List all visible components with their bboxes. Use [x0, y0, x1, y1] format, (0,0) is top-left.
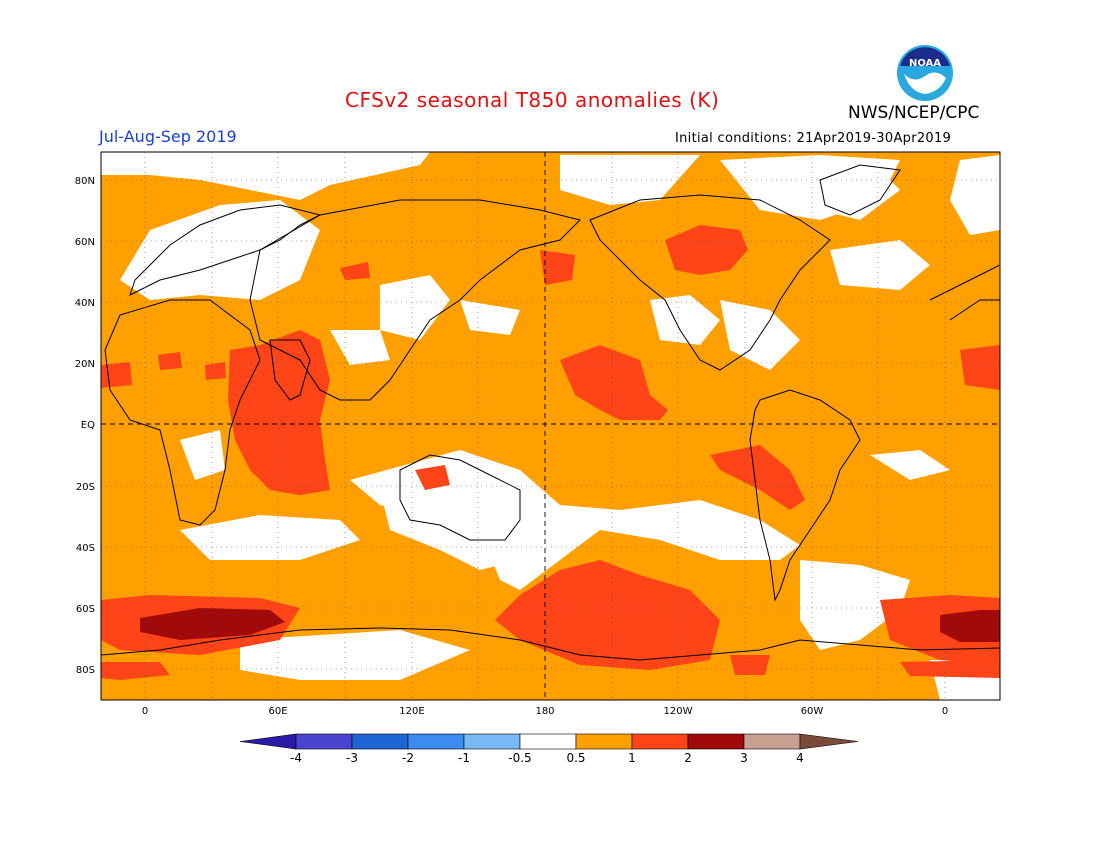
latitude-labels: 80N 60N 40N 20N EQ 20S 40S 60S 80S	[75, 176, 95, 676]
latitude-label: 60N	[75, 237, 95, 248]
colorbar-swatch	[743, 733, 801, 750]
equator-dateline	[101, 152, 1000, 700]
agency-label: NWS/NCEP/CPC	[848, 103, 980, 123]
forecast-period: Jul-Aug-Sep 2019	[99, 127, 237, 146]
colorbar-tick-label: 1	[628, 751, 636, 765]
longitude-label: 180	[535, 706, 554, 717]
colorbar-tick-label: 0.5	[566, 751, 585, 765]
neutral-anomaly-regions	[101, 152, 1000, 700]
colorbar-tick-label: -2	[402, 751, 414, 765]
logo-text: NOAA	[909, 58, 941, 69]
colorbar-swatch	[575, 733, 633, 750]
colorbar-swatch	[519, 733, 577, 750]
coastlines	[101, 164, 1000, 661]
latitude-label: 80S	[76, 665, 95, 676]
colorbar-tick-label: -0.5	[508, 751, 531, 765]
longitude-label: 60W	[801, 706, 824, 717]
longitude-label: 60E	[268, 706, 287, 717]
latitude-label: 20N	[75, 359, 95, 370]
colorbar-tick-label: 3	[740, 751, 748, 765]
colorbar: -4 -3 -2 -1 -0.5 0.5 1 2 3 4	[239, 733, 859, 765]
colorbar-tick-label: -3	[346, 751, 358, 765]
longitude-label: 120E	[399, 706, 424, 717]
longitude-label: 120W	[664, 706, 693, 717]
map-title: CFSv2 seasonal T850 anomalies (K)	[345, 88, 720, 112]
colorbar-tick-label: -1	[458, 751, 470, 765]
extreme-warm-regions	[140, 608, 1000, 642]
colorbar-max-triangle	[799, 733, 859, 750]
longitude-label: 0	[142, 706, 148, 717]
colorbar-tick-label: 2	[684, 751, 692, 765]
colorbar-swatch	[407, 733, 465, 750]
latitude-label: EQ	[81, 420, 95, 431]
noaa-logo: NOAA	[897, 45, 953, 101]
colorbar-tick-label: 4	[796, 751, 804, 765]
latitude-label: 40N	[75, 298, 95, 309]
colorbar-tick-label: -4	[290, 751, 302, 765]
colorbar-min-triangle	[239, 733, 297, 750]
colorbar-swatch	[687, 733, 745, 750]
longitude-label: 0	[942, 706, 948, 717]
latitude-label: 40S	[76, 543, 95, 554]
latitude-label: 60S	[76, 604, 95, 615]
colorbar-swatch	[631, 733, 689, 750]
colorbar-swatch	[295, 733, 353, 750]
map-frame	[100, 151, 1001, 701]
colorbar-swatch	[463, 733, 521, 750]
longitude-labels: 0 60E 120E 180 120W 60W 0	[142, 706, 948, 717]
latitude-label: 20S	[76, 482, 95, 493]
latitude-label: 80N	[75, 176, 95, 187]
initial-conditions: Initial conditions: 21Apr2019-30Apr2019	[675, 131, 952, 146]
colorbar-swatch	[351, 733, 409, 750]
